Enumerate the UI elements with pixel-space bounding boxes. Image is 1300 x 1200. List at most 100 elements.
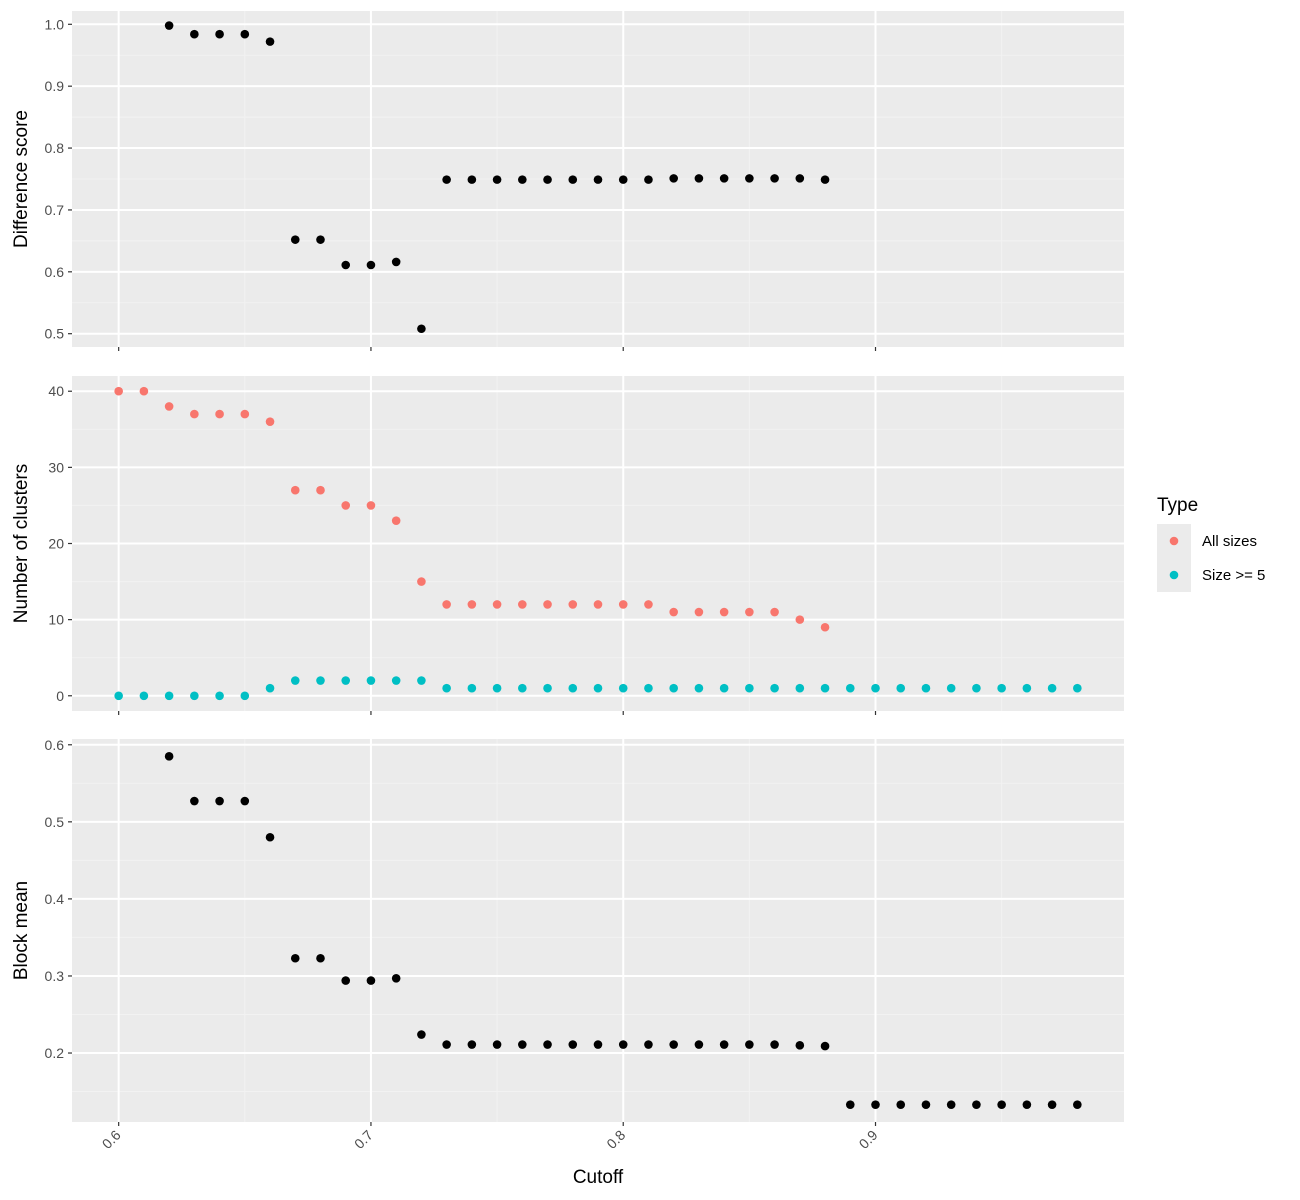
data-point	[240, 691, 250, 701]
data-point	[240, 409, 250, 419]
data-point	[820, 1041, 830, 1051]
data-point	[543, 683, 552, 693]
legend-title: Type	[1157, 495, 1198, 516]
data-point	[745, 1040, 754, 1049]
data-point	[669, 683, 678, 693]
data-point	[290, 235, 300, 244]
x-tick-label: 0.7	[351, 1127, 376, 1152]
data-point	[290, 953, 300, 963]
data-point	[114, 386, 123, 396]
data-point	[1073, 1100, 1082, 1109]
data-point	[745, 683, 754, 693]
data-point	[972, 683, 981, 693]
y-tick-label: 0.3	[45, 968, 65, 984]
y-tick-label: 0.9	[45, 78, 65, 94]
data-point	[820, 622, 830, 632]
data-point	[745, 174, 754, 183]
data-point	[593, 600, 603, 609]
data-point	[719, 1040, 729, 1049]
data-point	[997, 683, 1006, 693]
data-point	[568, 175, 578, 184]
data-point	[543, 1040, 552, 1049]
y-axis-title: Difference score	[11, 110, 32, 248]
data-point	[946, 1100, 956, 1109]
series-size-5	[114, 676, 1082, 701]
data-point	[467, 175, 477, 184]
data-point	[946, 683, 956, 693]
data-point	[518, 683, 527, 693]
data-point	[820, 175, 830, 184]
data-point	[341, 676, 351, 685]
data-point	[366, 676, 376, 685]
data-point	[417, 577, 426, 586]
panel-background	[72, 739, 1124, 1122]
y-tick-label: 0.5	[45, 814, 65, 830]
data-point	[568, 600, 578, 609]
data-point	[290, 676, 300, 685]
y-axis-title: Number of clusters	[11, 464, 32, 623]
data-point	[770, 174, 779, 183]
data-point	[467, 683, 477, 693]
data-point	[240, 796, 250, 806]
data-point	[694, 607, 704, 617]
data-point	[442, 600, 451, 609]
data-point	[316, 485, 325, 495]
data-point	[568, 1040, 578, 1049]
data-point	[492, 175, 502, 184]
data-point	[770, 1040, 779, 1049]
data-point	[366, 976, 376, 985]
data-point	[164, 752, 174, 761]
data-point	[391, 676, 401, 685]
data-point	[921, 1100, 931, 1109]
data-point	[442, 1040, 451, 1049]
data-point	[417, 1030, 426, 1039]
legend-marker	[1169, 536, 1179, 546]
data-point	[518, 175, 527, 184]
data-point	[316, 235, 325, 244]
data-point	[770, 683, 779, 693]
data-point	[871, 1100, 880, 1109]
data-point	[694, 1040, 704, 1049]
data-point	[391, 973, 401, 983]
series-all-sizes	[114, 386, 830, 632]
data-point	[568, 683, 578, 693]
data-point	[719, 607, 729, 617]
series-points-0	[164, 21, 830, 334]
data-point	[492, 1040, 502, 1049]
data-point	[366, 260, 376, 270]
data-point	[543, 175, 552, 184]
data-point	[164, 691, 174, 701]
y-tick-label: 0.2	[45, 1045, 65, 1061]
data-point	[391, 516, 401, 525]
data-point	[618, 1040, 628, 1049]
data-point	[644, 1040, 653, 1049]
data-point	[593, 175, 603, 184]
y-tick-label: 1.0	[45, 16, 65, 32]
data-point	[417, 676, 426, 685]
data-point	[921, 683, 931, 693]
chart-panels: 0.5 0.6 0.7 0.8 0.9 1.0 Difference score 0 10 20 3…	[11, 11, 1124, 1126]
legend-label: Size >= 5	[1202, 567, 1265, 584]
data-point	[896, 1100, 906, 1109]
data-point	[770, 607, 779, 617]
data-point	[618, 600, 628, 609]
data-point	[518, 600, 527, 609]
data-point	[669, 1040, 678, 1049]
data-point	[593, 683, 603, 693]
data-point	[896, 683, 906, 693]
data-point	[618, 683, 628, 693]
data-point	[694, 683, 704, 693]
data-point	[1047, 1100, 1057, 1109]
data-point	[467, 600, 477, 609]
data-point	[164, 402, 174, 411]
legend: Type All sizes Size >= 5	[1157, 495, 1265, 592]
data-point	[190, 29, 199, 39]
panel-clusters: 0 10 20 30 40 Number of clusters	[11, 376, 1124, 715]
data-point	[795, 615, 805, 624]
y-tick-label: 0	[56, 688, 64, 704]
y-axis-title: Block mean	[11, 881, 32, 980]
data-point	[518, 1040, 527, 1049]
x-axis: 0.6 0.7 0.8 0.9	[99, 1127, 881, 1152]
data-point	[240, 29, 250, 39]
